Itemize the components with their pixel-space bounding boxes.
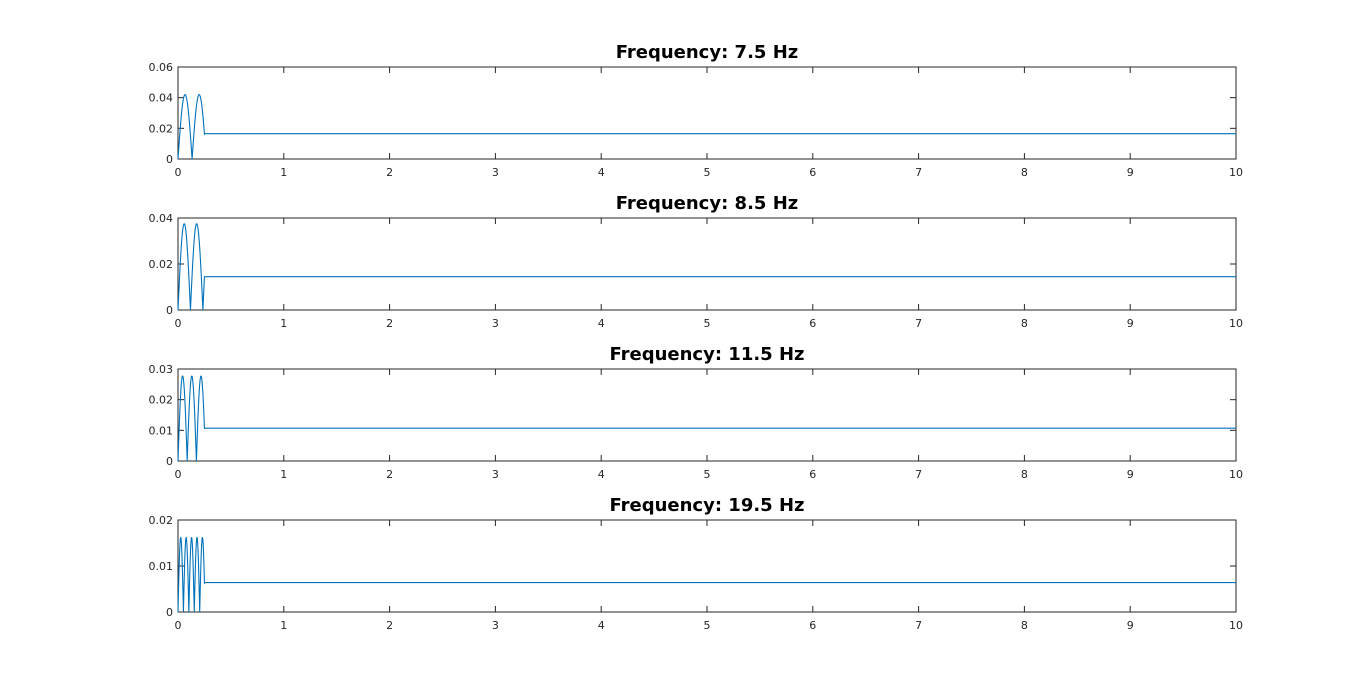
x-tick-label: 8 — [1021, 619, 1028, 632]
x-tick-label: 3 — [492, 468, 499, 481]
y-tick-label: 0.06 — [149, 61, 174, 74]
x-tick-label: 1 — [280, 317, 287, 330]
x-tick-label: 7 — [915, 468, 922, 481]
x-tick-label: 6 — [809, 166, 816, 179]
y-tick-label: 0.01 — [149, 424, 174, 437]
y-tick-label: 0.02 — [149, 258, 174, 271]
x-tick-label: 5 — [704, 619, 711, 632]
x-tick-label: 10 — [1229, 619, 1243, 632]
y-tick-label: 0.02 — [149, 394, 174, 407]
subplot-3: Frequency: 11.5 Hz 0 1 2 3 4 5 6 7 8 9 10 0 0.01 0.02 0… — [149, 344, 1244, 481]
x-tick-label: 1 — [280, 166, 287, 179]
x-tick-label: 10 — [1229, 468, 1243, 481]
subplot-1: Frequency: 7.5 Hz 0 1 2 3 4 5 6 7 8 9 10 0 0.02 0.04 0.… — [149, 42, 1244, 179]
x-tick-label: 2 — [386, 317, 393, 330]
x-tick-label: 9 — [1127, 317, 1134, 330]
x-tick-label: 10 — [1229, 166, 1243, 179]
x-tick-label: 7 — [915, 619, 922, 632]
y-tick-label: 0 — [166, 606, 173, 619]
series-line — [177, 94, 1236, 160]
axes-box — [177, 217, 1237, 311]
y-tick-label: 0 — [166, 304, 173, 317]
x-tick-label: 3 — [492, 166, 499, 179]
x-tick-label: 9 — [1127, 468, 1134, 481]
x-tick-label: 3 — [492, 619, 499, 632]
y-tick-label: 0.02 — [149, 514, 174, 527]
x-tick-label: 10 — [1229, 317, 1243, 330]
plot-title: Frequency: 11.5 Hz — [609, 344, 804, 365]
x-tick-label: 9 — [1127, 166, 1134, 179]
x-tick-label: 0 — [175, 166, 182, 179]
y-tick-label: 0.02 — [149, 122, 174, 135]
series-line — [177, 536, 1236, 613]
axes-box — [177, 66, 1237, 160]
axes-box — [177, 519, 1237, 613]
x-tick-label: 5 — [704, 317, 711, 330]
x-tick-label: 2 — [386, 166, 393, 179]
y-tick-label: 0.03 — [149, 363, 174, 376]
y-tick-label: 0.01 — [149, 560, 174, 573]
plot-title: Frequency: 19.5 Hz — [609, 495, 804, 516]
y-tick-label: 0 — [166, 455, 173, 468]
x-tick-label: 1 — [280, 468, 287, 481]
x-tick-label: 9 — [1127, 619, 1134, 632]
x-tick-label: 4 — [598, 619, 605, 632]
x-tick-label: 2 — [386, 468, 393, 481]
plot-title: Frequency: 7.5 Hz — [616, 42, 799, 63]
x-tick-label: 5 — [704, 166, 711, 179]
x-tick-label: 0 — [175, 468, 182, 481]
plot-title: Frequency: 8.5 Hz — [616, 193, 799, 214]
series-line — [177, 223, 1236, 311]
x-tick-label: 6 — [809, 468, 816, 481]
x-tick-label: 0 — [175, 619, 182, 632]
y-tick-label: 0 — [166, 153, 173, 166]
x-tick-label: 2 — [386, 619, 393, 632]
subplot-2: Frequency: 8.5 Hz 0 1 2 3 4 5 6 7 8 9 10 0 0.02 0.04 — [149, 193, 1244, 330]
x-tick-label: 4 — [598, 166, 605, 179]
series-line — [177, 375, 1236, 462]
x-tick-label: 1 — [280, 619, 287, 632]
x-tick-label: 5 — [704, 468, 711, 481]
axes-box — [177, 368, 1237, 462]
y-tick-label: 0.04 — [149, 212, 174, 225]
x-tick-label: 4 — [598, 468, 605, 481]
y-tick-label: 0.04 — [149, 92, 174, 105]
x-tick-label: 8 — [1021, 166, 1028, 179]
x-tick-label: 3 — [492, 317, 499, 330]
x-tick-label: 8 — [1021, 317, 1028, 330]
subplot-4: Frequency: 19.5 Hz 0 1 2 3 4 5 6 7 8 9 10 0 0.01 0.02 — [149, 495, 1244, 632]
x-tick-label: 4 — [598, 317, 605, 330]
x-tick-label: 8 — [1021, 468, 1028, 481]
x-tick-label: 6 — [809, 619, 816, 632]
x-tick-label: 6 — [809, 317, 816, 330]
x-tick-label: 7 — [915, 166, 922, 179]
x-tick-label: 7 — [915, 317, 922, 330]
x-tick-label: 0 — [175, 317, 182, 330]
